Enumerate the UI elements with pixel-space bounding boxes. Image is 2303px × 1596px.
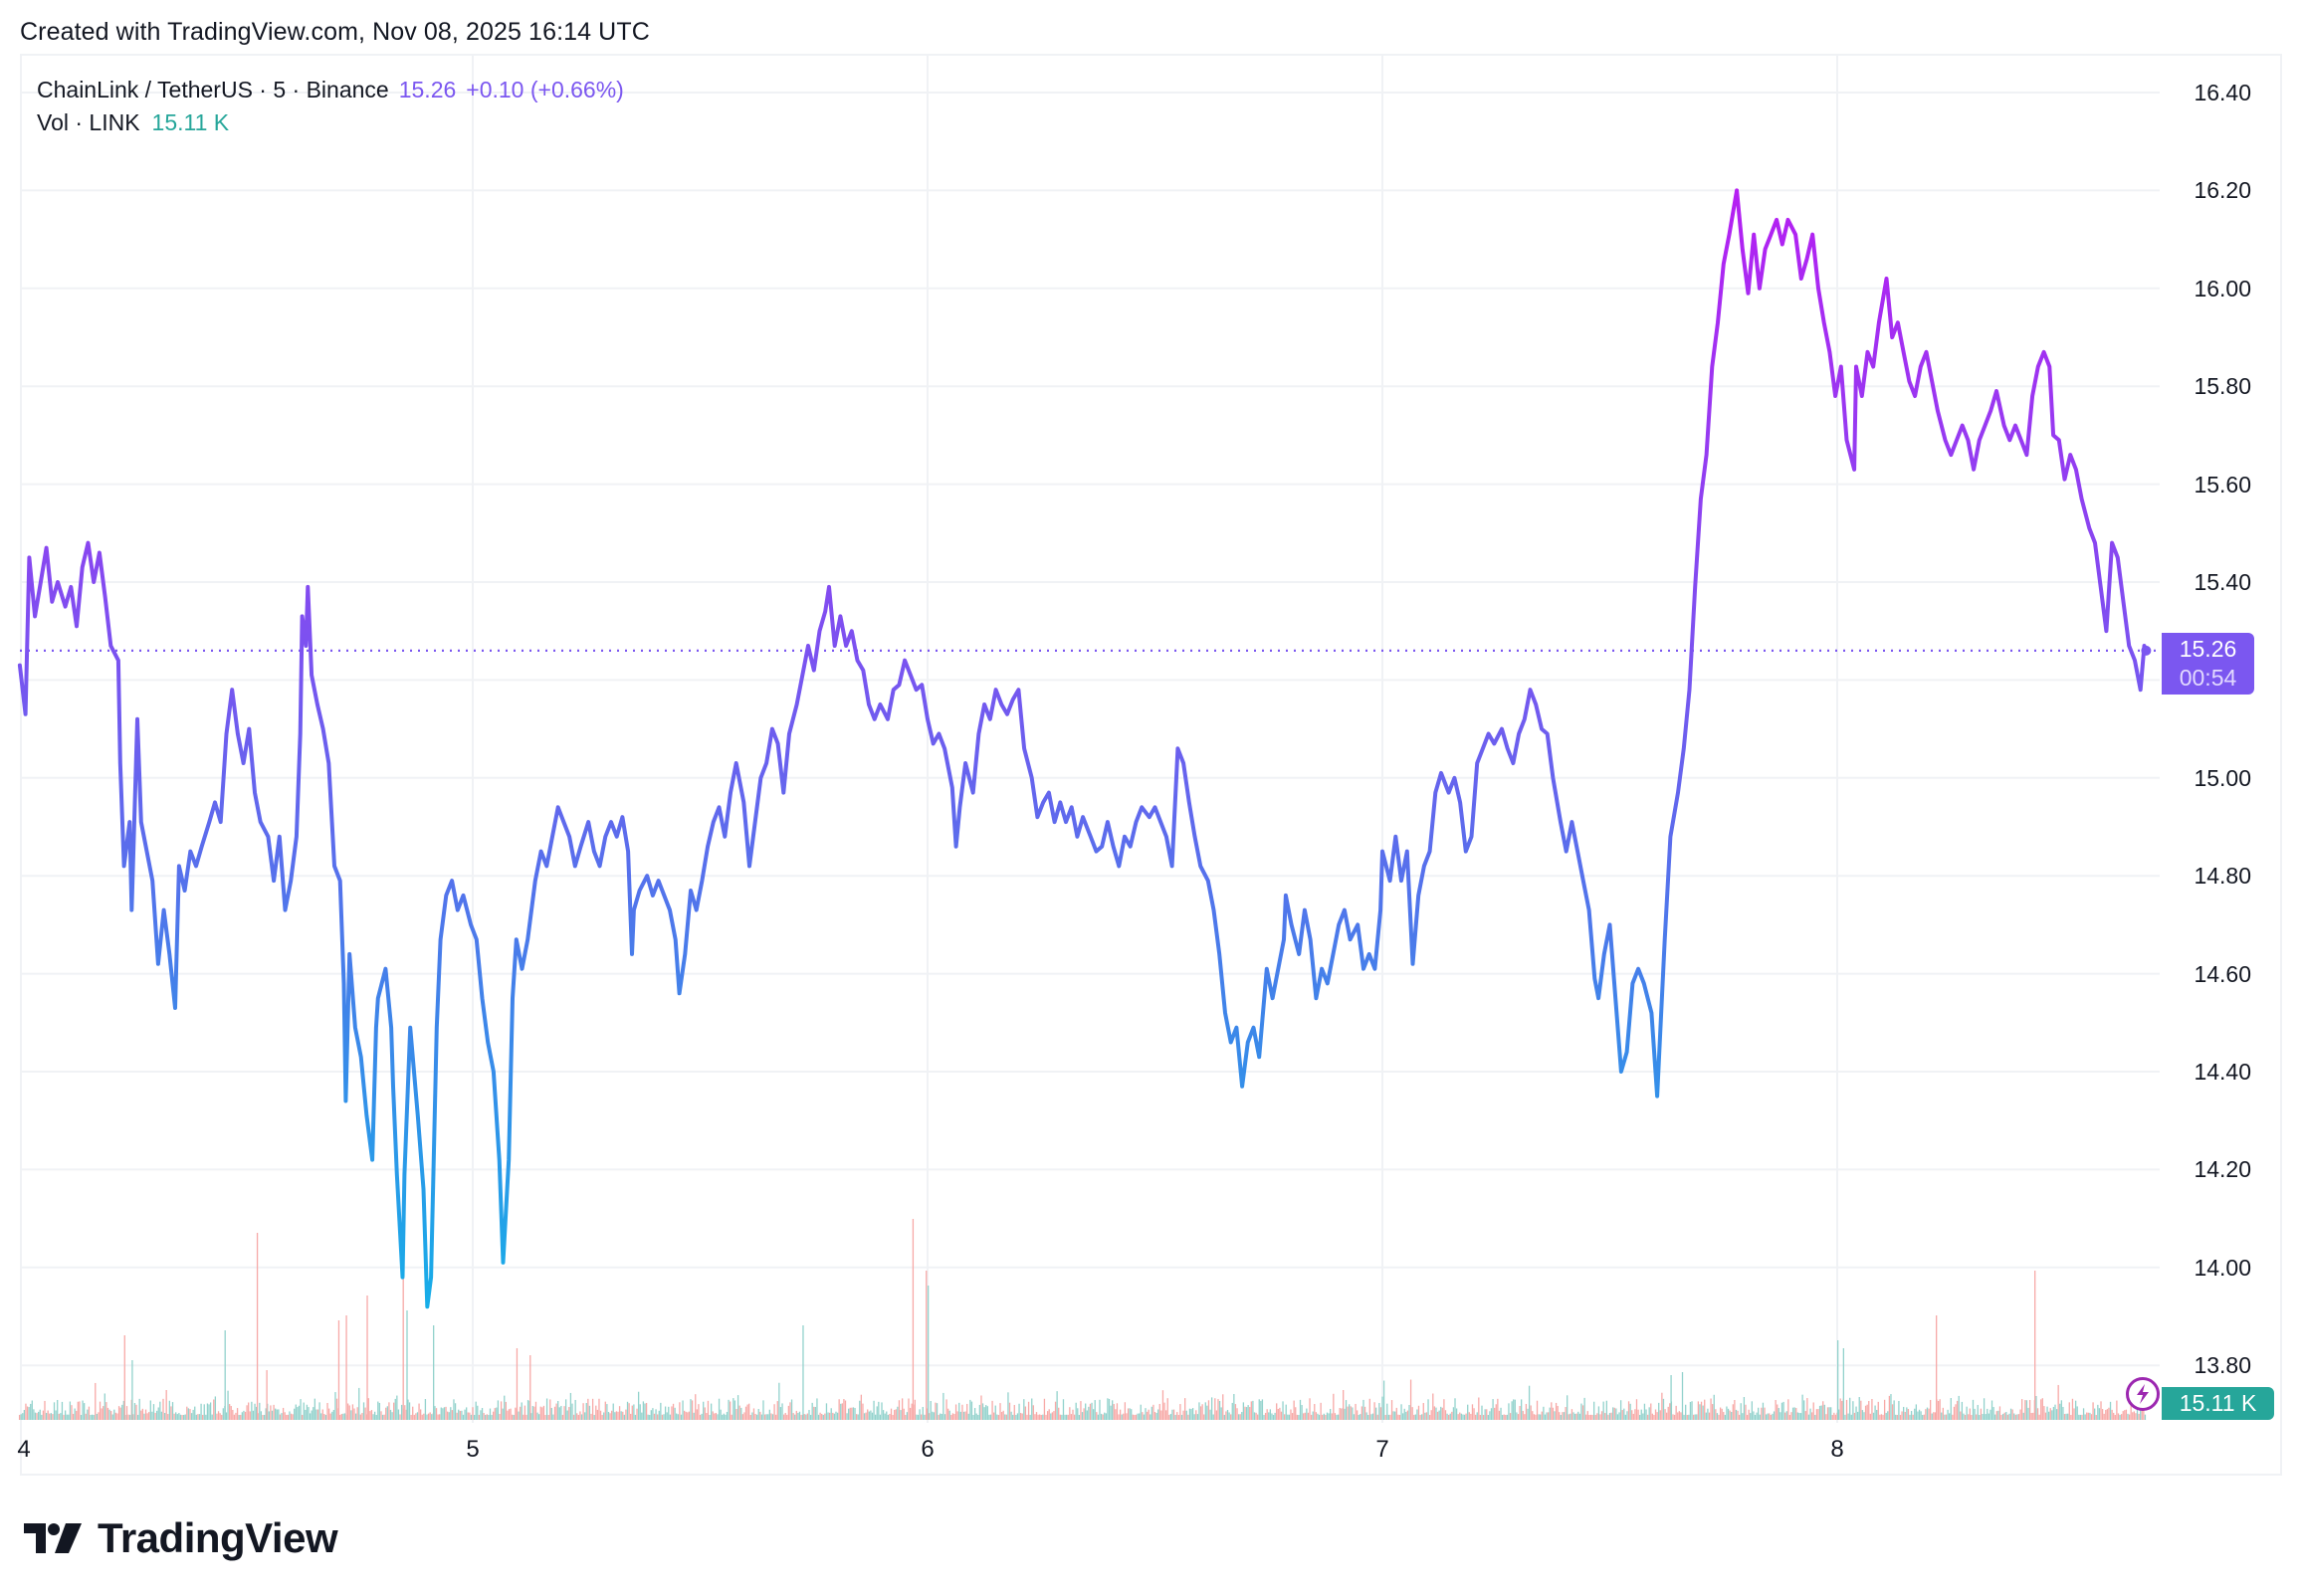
vertical-gridlines (472, 56, 1838, 1423)
volume-bars (18, 1219, 2147, 1420)
tradingview-logo[interactable]: TradingView (24, 1514, 338, 1562)
last-price-value: 15.26 (2179, 636, 2237, 662)
time-axis-label: 5 (466, 1436, 480, 1463)
price-axis-label: 16.40 (2194, 80, 2251, 105)
header-caption: Created with TradingView.com, Nov 08, 20… (20, 18, 650, 46)
legend-last-price: 15.26 (398, 77, 457, 102)
price-axis-label: 15.60 (2194, 471, 2251, 498)
time-axis-label: 8 (1830, 1436, 1844, 1463)
legend-symbol-row[interactable]: ChainLink / TetherUS · 5 · Binance 15.26 +… (37, 74, 624, 106)
last-price-tag: 15.26 00:54 (2162, 633, 2254, 695)
bar-countdown: 00:54 (2179, 665, 2237, 691)
legend: ChainLink / TetherUS · 5 · Binance 15.26 +… (37, 74, 624, 139)
price-axis-label: 15.00 (2194, 764, 2251, 791)
price-axis-label: 14.80 (2194, 863, 2251, 890)
legend-price-change: +0.10 (+0.66%) (466, 77, 624, 102)
price-axis-label: 13.80 (2194, 1352, 2251, 1379)
legend-volume-value: 15.11 K (151, 109, 230, 135)
symbol-description[interactable]: ChainLink / TetherUS · 5 · Binance (37, 77, 389, 102)
last-price-dot (2141, 645, 2152, 656)
lightning-bolt-icon[interactable] (2126, 1377, 2160, 1411)
chart-frame[interactable] (20, 54, 2282, 1476)
price-line (17, 188, 2149, 1309)
price-axis-label: 14.20 (2194, 1156, 2251, 1183)
price-axis-label: 14.40 (2194, 1059, 2251, 1085)
legend-volume-row[interactable]: Vol · LINK 15.11 K (37, 106, 624, 139)
horizontal-gridlines (20, 92, 2160, 1367)
volume-indicator-label[interactable]: Vol · LINK (37, 109, 140, 135)
price-axis-label: 16.00 (2194, 275, 2251, 301)
tradingview-logo-icon (24, 1523, 82, 1553)
price-axis-label: 16.20 (2194, 177, 2251, 204)
price-axis-label: 14.00 (2194, 1254, 2251, 1281)
time-axis-label: 7 (1375, 1436, 1389, 1463)
price-axis-label: 15.80 (2194, 373, 2251, 400)
price-axis-label: 15.40 (2194, 569, 2251, 595)
price-axis-label: 14.60 (2194, 960, 2251, 987)
bolt-glyph (2137, 1384, 2149, 1404)
time-axis-label: 6 (921, 1436, 935, 1463)
tradingview-wordmark: TradingView (98, 1514, 338, 1561)
volume-value-tag: 15.11 K (2162, 1387, 2274, 1420)
time-axis-label: 4 (17, 1436, 31, 1463)
